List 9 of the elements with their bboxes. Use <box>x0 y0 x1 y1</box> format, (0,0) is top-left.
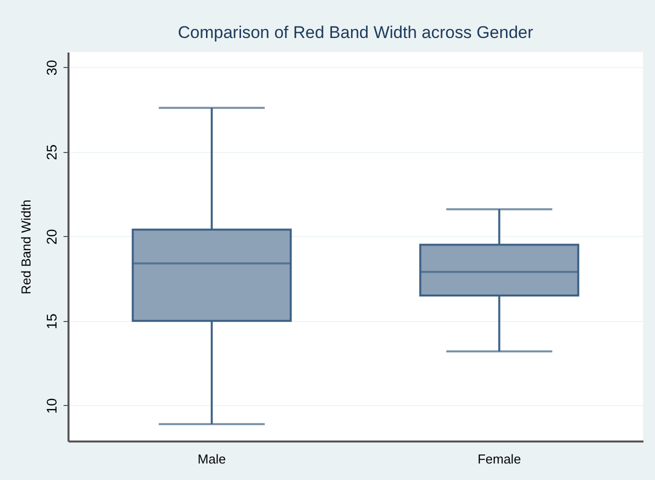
x-tick-label: Male <box>198 452 226 466</box>
y-tick-label: 25 <box>44 144 60 160</box>
y-axis-title: Red Band Width <box>18 200 34 294</box>
y-tick-label: 15 <box>44 313 60 330</box>
y-tick-label: 10 <box>44 398 60 414</box>
y-tick-label: 20 <box>44 228 60 245</box>
x-tick-label: Female <box>478 452 521 466</box>
y-tick-label: 30 <box>44 60 60 76</box>
chart-title: Comparison of Red Band Width across Gender <box>178 23 534 42</box>
